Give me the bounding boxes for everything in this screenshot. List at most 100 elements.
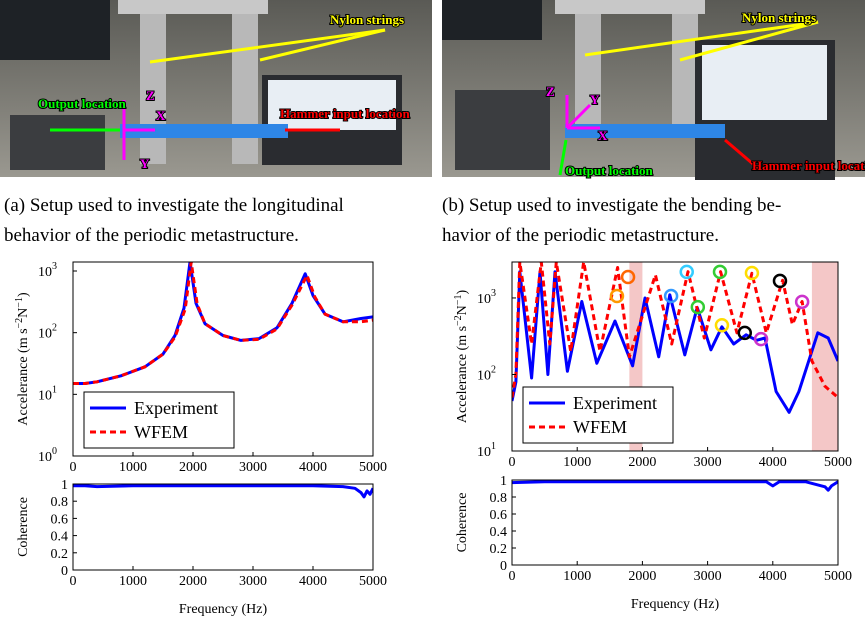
y-label-sup: −1 [14,297,25,308]
y-label-part: Accelerance (m s [16,328,31,425]
marker [772,273,788,289]
y-label-sup: −1 [453,295,464,306]
x-tick-label: 3000 [239,574,267,589]
marker [794,294,810,310]
series-line [512,270,838,414]
y-tick-label: 102 [477,364,496,383]
annotation: Output location [565,163,654,178]
x-tick-label: 0 [509,569,516,584]
series-line [512,480,838,492]
annotation: Hammer input location [752,158,865,173]
legend-box [83,391,235,449]
tick-base: 10 [38,327,52,342]
marker [620,269,636,285]
y-label-sup: −2 [14,318,25,329]
annotation: Nylon strings [742,10,816,25]
y-axis-label: Accelerance (m s−2N−1) [453,290,471,424]
y-label-part: N [455,305,470,315]
axis-label: X [598,128,608,143]
tick-base: 10 [38,450,52,465]
y-label-part: N [16,308,31,318]
x-tick-label: 2000 [628,569,656,584]
y-tick-label: 1 [61,478,68,493]
caption: (a) Setup used to investigate the longit… [4,195,344,216]
y-tick-label: 0.8 [51,495,69,510]
x-tick-label: 5000 [824,455,852,470]
marker [753,331,769,347]
y-tick-label: 0.6 [51,512,69,527]
x-tick-label: 4000 [759,455,787,470]
axis-label: X [156,108,166,123]
marker [712,264,728,280]
y-tick-label: 0.2 [490,542,508,557]
tick-base: 10 [38,388,52,403]
y-axis-label: Coherence [455,493,470,553]
annotation: Hammer input location [280,106,411,121]
y-tick-label: 0.4 [490,525,508,540]
marker [663,288,679,304]
x-tick-label: 5000 [824,569,852,584]
tick-exponent: 2 [52,323,57,334]
axis-frame [511,261,839,452]
tick-base: 10 [38,265,52,280]
x-tick-label: 3000 [239,460,267,475]
y-tick-label: 0.8 [490,491,508,506]
legend-label: Experiment [573,393,657,413]
x-tick-label: 5000 [359,460,387,475]
x-tick-label: 1000 [563,455,591,470]
x-tick-label: 5000 [359,574,387,589]
y-label-part: ) [455,290,470,295]
axis-label: Z [146,88,155,103]
x-tick-label: 3000 [694,569,722,584]
tick-exponent: 3 [52,261,57,272]
legend-label: Experiment [134,398,218,418]
tick-exponent: 0 [52,446,57,457]
marker [737,325,753,341]
shaded-band [811,262,838,451]
tick-base: 10 [477,368,491,383]
y-label-part: Coherence [455,493,470,553]
tick-exponent: 1 [52,384,57,395]
y-tick-label: 101 [477,441,496,460]
marker [690,299,706,315]
y-tick-label: 0.4 [51,530,69,545]
y-tick-label: 103 [477,288,496,307]
plot-area [73,484,373,499]
series-line [73,262,373,385]
tick-base: 10 [477,445,491,460]
axis-label: Y [140,156,150,171]
y-label-part: Coherence [16,497,31,557]
x-tick-label: 0 [70,574,77,589]
x-tick-label: 2000 [628,455,656,470]
legend-label: WFEM [573,417,627,437]
tick-exponent: 2 [491,364,496,375]
caption: havior of the periodic metastructure. [442,225,719,246]
y-tick-label: 0 [500,559,507,574]
plot-area [73,262,373,385]
x-tick-label: 0 [509,455,516,470]
x-axis-label: Frequency (Hz) [179,602,268,617]
x-tick-label: 2000 [179,574,207,589]
x-tick-label: 3000 [694,455,722,470]
series-line [73,262,373,385]
x-tick-label: 4000 [299,460,327,475]
tick-exponent: 3 [491,288,496,299]
caption: behavior of the periodic metastructure. [4,225,299,246]
x-tick-label: 1000 [119,574,147,589]
marker [679,264,694,280]
marker [609,288,625,304]
legend-box [522,386,674,444]
y-tick-label: 100 [38,446,57,465]
x-axis-label: Frequency (Hz) [631,597,720,612]
y-tick-label: 101 [38,384,57,403]
y-label-part: ) [16,292,31,297]
photo-b: Nylon strings Output location Hammer inp… [442,0,865,180]
annotation: Output location [38,96,127,111]
marker [714,317,730,333]
marker [744,265,760,281]
x-tick-label: 4000 [759,569,787,584]
x-tick-label: 1000 [119,460,147,475]
tick-exponent: 1 [491,441,496,452]
x-tick-label: 1000 [563,569,591,584]
